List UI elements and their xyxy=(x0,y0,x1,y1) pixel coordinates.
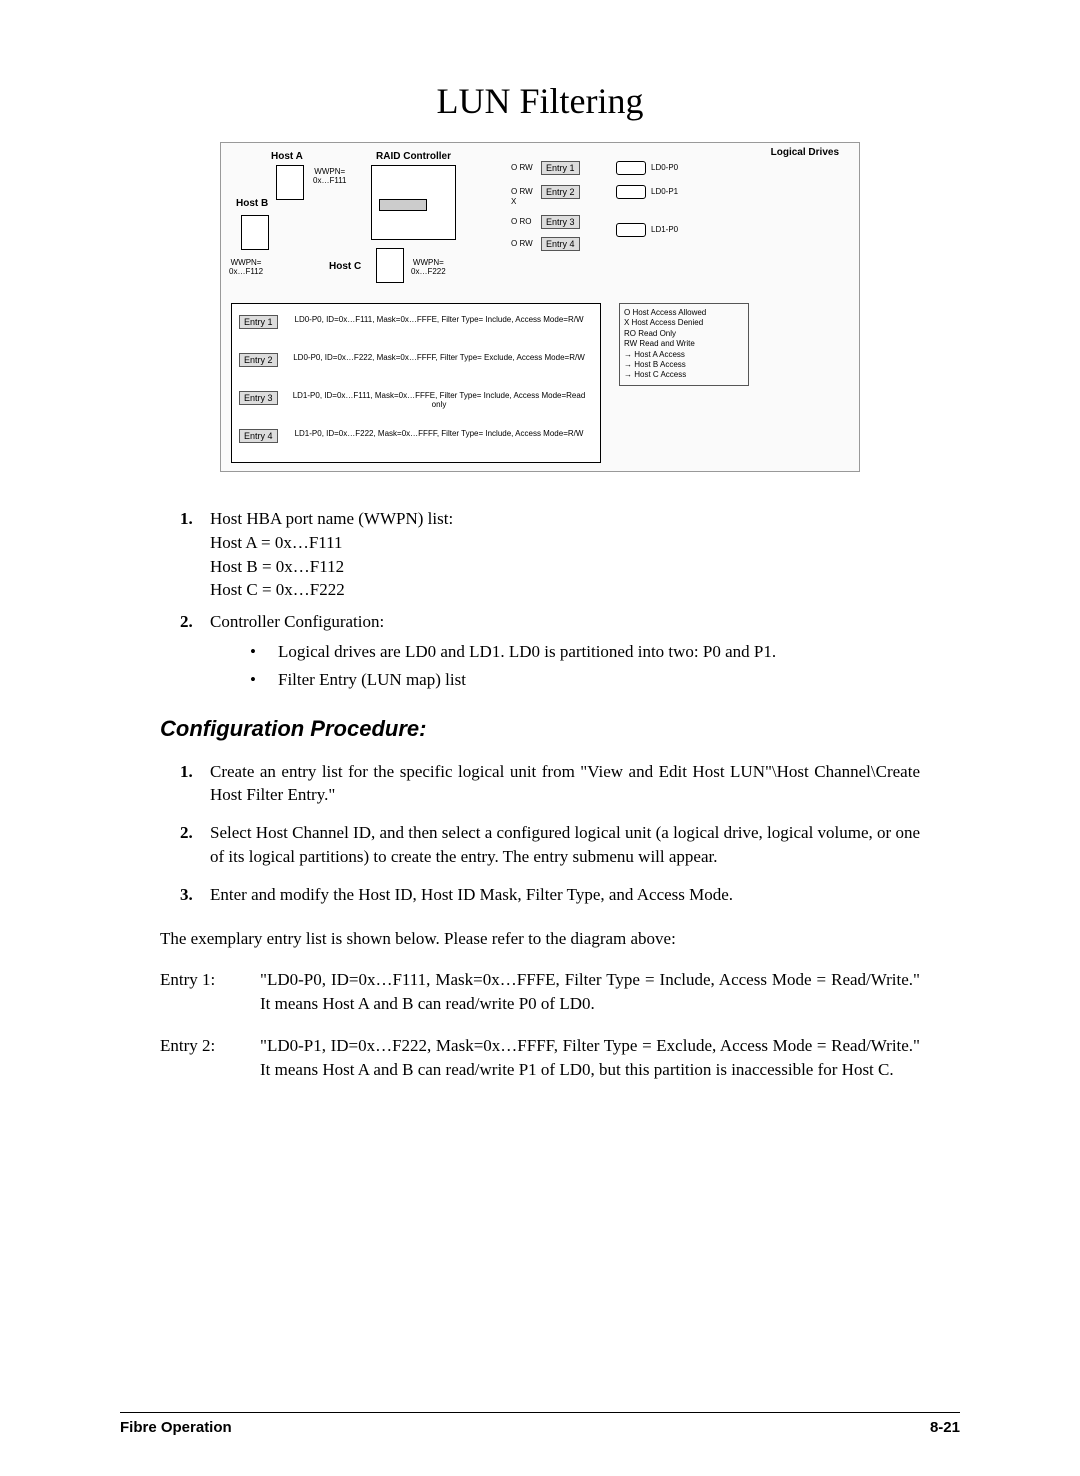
desc-entry3: LD1-P0, ID=0x…F111, Mask=0x…FFFE, Filter… xyxy=(289,391,589,409)
step3-num: 3. xyxy=(180,883,210,907)
ld0p1: LD0-P1 xyxy=(651,187,678,196)
desc-entry4: LD1-P0, ID=0x…F222, Mask=0x…FFFF, Filter… xyxy=(289,429,589,438)
raid-inner xyxy=(379,199,427,211)
procedure-list: 1. Create an entry list for the specific… xyxy=(180,760,920,907)
entries-desc-box xyxy=(231,303,601,463)
host-a-label: Host A xyxy=(271,151,303,162)
step1-text: Create an entry list for the specific lo… xyxy=(210,760,920,808)
legend-allowed: O Host Access Allowed xyxy=(624,308,744,318)
ld0p0: LD0-P0 xyxy=(651,163,678,172)
main-title: LUN Filtering xyxy=(120,80,960,122)
item1-text: Host HBA port name (WWPN) list: xyxy=(210,507,920,531)
legend-ha: → Host A Access xyxy=(624,350,744,360)
item1-num: 1. xyxy=(180,507,210,602)
ld0p0-box xyxy=(616,161,646,175)
logical-drives-label: Logical Drives xyxy=(771,147,839,158)
bullet-dot: • xyxy=(250,640,278,664)
desc-entry2: LD0-P0, ID=0x…F222, Mask=0x…FFFF, Filter… xyxy=(289,353,589,362)
bullet-dot: • xyxy=(250,668,278,692)
raid-controller-label: RAID Controller xyxy=(376,151,451,162)
rw1: O RW xyxy=(511,163,533,172)
wwpn-c: WWPN= 0x…F222 xyxy=(411,258,446,276)
step1-num: 1. xyxy=(180,760,210,808)
section-heading: Configuration Procedure: xyxy=(160,716,920,742)
step2-text: Select Host Channel ID, and then select … xyxy=(210,821,920,869)
legend-box: O Host Access Allowed X Host Access Deni… xyxy=(619,303,749,386)
entry2-block: Entry 2: "LD0-P1, ID=0x…F222, Mask=0x…FF… xyxy=(160,1034,920,1082)
diag-entry3: Entry 3 xyxy=(541,215,580,229)
host-b-box xyxy=(241,215,269,250)
step2-num: 2. xyxy=(180,821,210,869)
desc-entry2-label: Entry 2 xyxy=(239,353,278,367)
item2-num: 2. xyxy=(180,610,210,695)
item1-line1: Host A = 0x…F111 xyxy=(210,531,920,555)
entry2-label: Entry 2: xyxy=(160,1034,260,1082)
item1-line3: Host C = 0x…F222 xyxy=(210,578,920,602)
entry2-content: "LD0-P1, ID=0x…F222, Mask=0x…FFFF, Filte… xyxy=(260,1034,920,1082)
step3-text: Enter and modify the Host ID, Host ID Ma… xyxy=(210,883,920,907)
item1-line2: Host B = 0x…F112 xyxy=(210,555,920,579)
wwpn-a: WWPN= 0x…F111 xyxy=(313,167,347,185)
legend-rw: RW Read and Write xyxy=(624,339,744,349)
ld1p0: LD1-P0 xyxy=(651,225,678,234)
rw2: O RW xyxy=(511,187,533,196)
desc-entry3-label: Entry 3 xyxy=(239,391,278,405)
diag-entry1: Entry 1 xyxy=(541,161,580,175)
ld0p1-box xyxy=(616,185,646,199)
desc-entry1-label: Entry 1 xyxy=(239,315,278,329)
entry1-block: Entry 1: "LD0-P0, ID=0x…F111, Mask=0x…FF… xyxy=(160,968,920,1016)
diagram-figure: Host A WWPN= 0x…F111 RAID Controller Hos… xyxy=(120,142,960,477)
legend-denied: X Host Access Denied xyxy=(624,318,744,328)
entry1-content: "LD0-P0, ID=0x…F111, Mask=0x…FFFE, Filte… xyxy=(260,968,920,1016)
host-c-box xyxy=(376,248,404,283)
bullet1-text: Logical drives are LD0 and LD1. LD0 is p… xyxy=(278,640,776,664)
item2-text: Controller Configuration: xyxy=(210,610,920,634)
ro3: O RO xyxy=(511,217,531,226)
bullet2-text: Filter Entry (LUN map) list xyxy=(278,668,466,692)
host-c-label: Host C xyxy=(329,261,361,272)
desc-entry4-label: Entry 4 xyxy=(239,429,278,443)
footer-page-num: 8-21 xyxy=(930,1419,960,1436)
wwpn-b: WWPN= 0x…F112 xyxy=(229,258,263,276)
entry1-label: Entry 1: xyxy=(160,968,260,1016)
page-footer: Fibre Operation 8-21 xyxy=(120,1412,960,1436)
host-a-box xyxy=(276,165,304,200)
desc-entry1: LD0-P0, ID=0x…F111, Mask=0x…FFFE, Filter… xyxy=(289,315,589,324)
ld1p0-box xyxy=(616,223,646,237)
legend-hc: → Host C Access xyxy=(624,370,744,380)
legend-ro: RO Read Only xyxy=(624,329,744,339)
legend-hb: → Host B Access xyxy=(624,360,744,370)
rw4: O RW xyxy=(511,239,533,248)
x-mark: X xyxy=(511,197,516,206)
host-b-label: Host B xyxy=(236,198,268,209)
diag-entry4: Entry 4 xyxy=(541,237,580,251)
body-text: The exemplary entry list is shown below.… xyxy=(160,927,920,951)
footer-left: Fibre Operation xyxy=(120,1419,232,1436)
info-list: 1. Host HBA port name (WWPN) list: Host … xyxy=(180,507,920,696)
diag-entry2: Entry 2 xyxy=(541,185,580,199)
